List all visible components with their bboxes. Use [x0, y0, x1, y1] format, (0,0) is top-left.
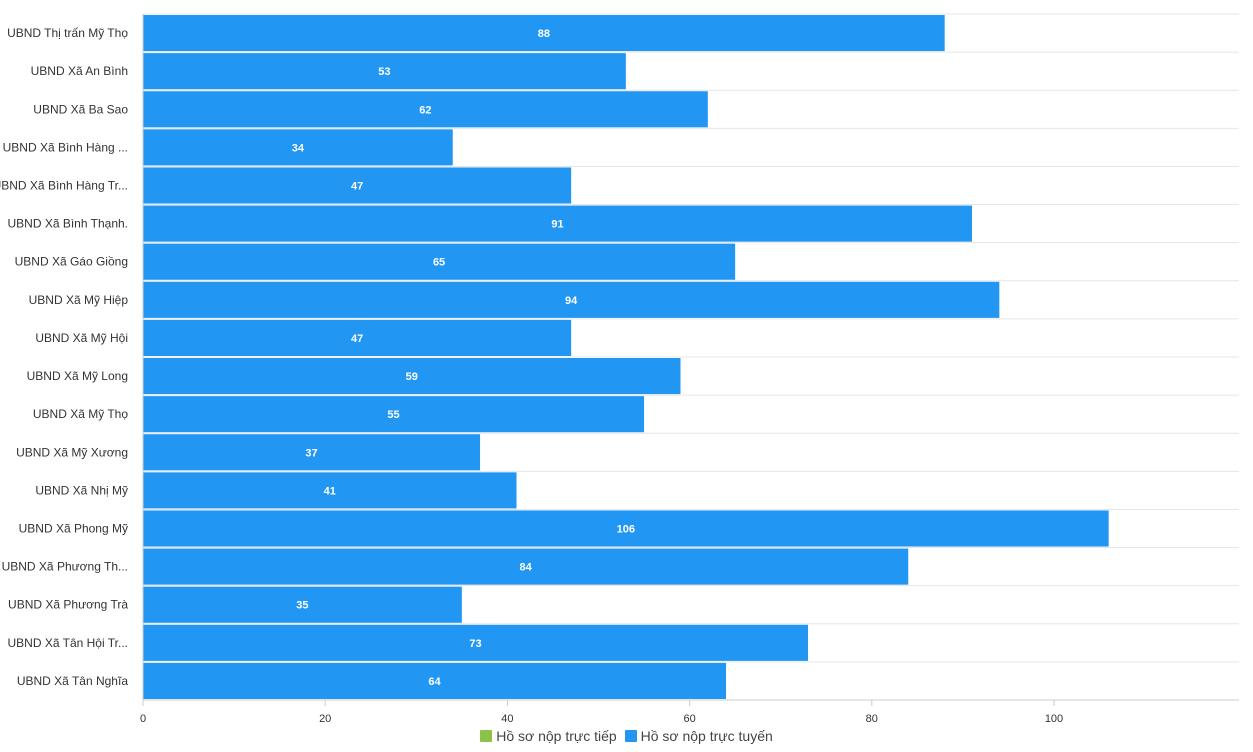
bar-online[interactable] [143, 205, 973, 242]
bar-data-label: 84 [519, 562, 532, 574]
category-label: UBND Xã Ba Sao [33, 102, 128, 116]
category-label: UBND Xã Mỹ Hội [35, 331, 128, 345]
category-labels: UBND Thị trấn Mỹ Thọ UBND Xã An Bình UBND … [0, 26, 128, 688]
x-tick-label: 60 [683, 713, 695, 725]
bar-data-label: 47 [351, 181, 363, 193]
category-label: UBND Xã Tân Hội Tr... [8, 636, 129, 650]
bar-online[interactable] [143, 472, 517, 509]
bar-online[interactable] [143, 243, 736, 280]
bar-data-label: 64 [428, 676, 441, 688]
category-label: UBND Xã Gáo Giồng [15, 255, 128, 269]
category-label: UBND Xã Mỹ Long [27, 369, 128, 383]
category-label: UBND Xã Tân Nghĩa [17, 674, 128, 688]
bar-data-label: 34 [292, 142, 305, 154]
x-tick-label: 0 [140, 713, 146, 725]
bar-online[interactable] [143, 396, 645, 433]
category-label: UBND Xã An Bình [31, 64, 128, 78]
bar-online[interactable] [143, 129, 453, 166]
bar-data-label: 106 [617, 524, 635, 536]
legend-label-online: Hồ sơ nộp trực tuyến [640, 728, 773, 744]
legend-swatch-online [624, 730, 637, 742]
bar-chart: 88 53 62 34 47 91 65 94 47 59 55 37 41 106 84 35 73 64 UB… [0, 13, 1239, 725]
bar-data-label: 62 [419, 104, 431, 116]
bar-data-label: 94 [565, 295, 578, 307]
category-label: UBND Xã Bình Thạnh. [7, 217, 128, 231]
category-label: UBND Xã Phong Mỹ [19, 522, 128, 536]
bar-online[interactable] [143, 53, 626, 90]
bar-data-label: 41 [324, 485, 336, 497]
legend-label-direct: Hồ sơ nộp trực tiếp [496, 728, 617, 744]
bar-online[interactable] [143, 281, 1000, 318]
bar-online[interactable] [143, 662, 727, 699]
bar-data-label: 88 [538, 28, 550, 40]
bar-online[interactable] [143, 91, 708, 128]
legend-item-online[interactable]: Hồ sơ nộp trực tuyến [624, 728, 773, 744]
legend: Hồ sơ nộp trực tiếp Hồ sơ nộp trực tuyến [0, 728, 1253, 745]
category-label: UBND Xã Nhị Mỹ [35, 483, 128, 497]
bar-online[interactable] [143, 15, 945, 52]
bar-data-label: 53 [378, 66, 390, 78]
axes [142, 14, 1239, 701]
bar-online[interactable] [143, 167, 572, 204]
bar-data-label: 59 [406, 371, 418, 383]
category-label: UBND Xã Bình Hàng Tr... [0, 179, 128, 193]
legend-swatch-direct [480, 730, 493, 742]
category-label: UBND Xã Bình Hàng ... [3, 140, 128, 154]
category-label: UBND Xã Phương Th... [2, 560, 128, 574]
bar-online[interactable] [143, 624, 809, 661]
x-tick-label: 40 [501, 713, 513, 725]
bar-online[interactable] [143, 510, 1109, 547]
category-label: UBND Xã Mỹ Hiệp [29, 293, 129, 307]
category-label: UBND Xã Mỹ Xương [16, 445, 128, 459]
category-label: UBND Xã Mỹ Thọ [33, 407, 128, 421]
bar-data-label: 55 [387, 409, 399, 421]
bar-data-label: 35 [296, 600, 308, 612]
x-tick-label: 80 [866, 713, 878, 725]
x-tick-label: 20 [319, 713, 331, 725]
bar-data-label: 91 [551, 219, 563, 231]
category-label: UBND Xã Phương Trà [8, 598, 128, 612]
bar-online[interactable] [143, 434, 481, 471]
category-label: UBND Thị trấn Mỹ Thọ [7, 26, 128, 40]
x-axis-ticks: 0 20 40 60 80 100 [140, 700, 1063, 725]
x-tick-label: 100 [1045, 713, 1063, 725]
bar-data-label: 65 [433, 257, 445, 269]
bar-online[interactable] [143, 586, 462, 623]
bar-online[interactable] [143, 358, 681, 395]
bar-data-label: 73 [469, 638, 481, 650]
bars: 88 53 62 34 47 91 65 94 47 59 55 37 41 106 84 35 73 64 [143, 15, 1109, 699]
bar-online[interactable] [143, 319, 572, 356]
bar-data-label: 47 [351, 333, 363, 345]
grid-lines [143, 13, 1239, 701]
legend-item-direct[interactable]: Hồ sơ nộp trực tiếp [480, 728, 617, 744]
bar-data-label: 37 [305, 447, 317, 459]
bar-online[interactable] [143, 548, 909, 585]
